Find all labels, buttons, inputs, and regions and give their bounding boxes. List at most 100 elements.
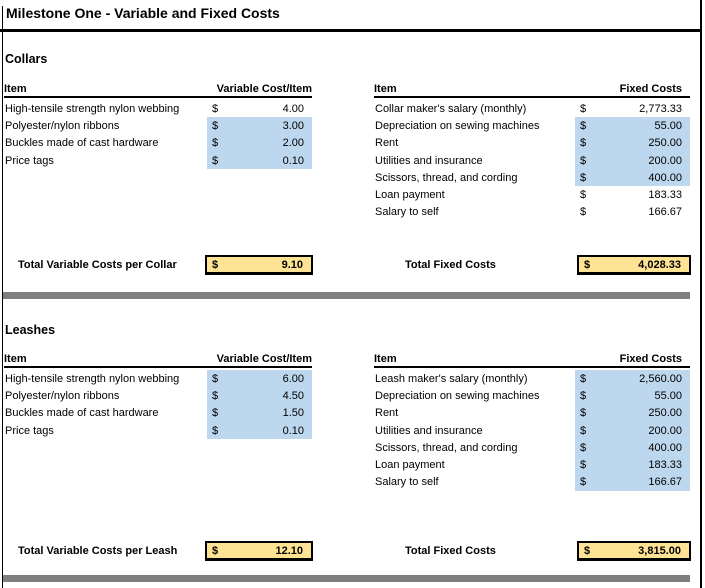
cost-value: 2.00 (282, 137, 304, 150)
currency-symbol: $ (580, 476, 587, 489)
cost-cell[interactable]: $ 400.00 (575, 439, 690, 457)
item-cell: High-tensile strength nylon webbing (5, 102, 180, 115)
cost-value: 6.00 (282, 372, 304, 385)
currency-symbol: $ (580, 407, 587, 420)
collars-total-fixed-value[interactable]: $ 4,028.33 (577, 255, 691, 275)
table-row: Rent $ 250.00 (374, 134, 690, 152)
cost-column-header: Fixed Costs (619, 353, 682, 365)
collars-total-variable-value[interactable]: $ 9.10 (205, 255, 313, 275)
table-header: Item Fixed Costs (374, 349, 690, 368)
cost-value: 166.67 (648, 476, 682, 489)
item-cell: Loan payment (375, 189, 445, 202)
cost-cell[interactable]: $ 183.33 (575, 456, 690, 474)
cost-value: 1.50 (282, 407, 304, 420)
currency-symbol: $ (212, 424, 219, 437)
item-cell: Utilities and insurance (375, 154, 483, 167)
cost-value: 2,773.33 (639, 102, 682, 115)
cost-cell[interactable]: $ 250.00 (575, 404, 690, 422)
item-column-header: Item (374, 83, 397, 95)
leashes-fixed-table: Item Fixed Costs Leash maker's salary (m… (374, 349, 690, 492)
table-row: Price tags $ 0.10 (4, 151, 312, 170)
total-value: 9.10 (281, 258, 303, 271)
table-row: Buckles made of cast hardware $ 1.50 (4, 404, 312, 422)
item-cell: Buckles made of cast hardware (5, 407, 159, 420)
currency-symbol: $ (580, 424, 587, 437)
cost-cell[interactable]: $ 1.50 (207, 404, 312, 422)
cost-value: 400.00 (648, 171, 682, 184)
item-cell: Price tags (5, 154, 54, 167)
cost-cell[interactable]: $ 200.00 (575, 421, 690, 440)
cost-value: 166.67 (648, 206, 682, 219)
cost-cell[interactable]: $ 250.00 (575, 134, 690, 152)
item-cell: Rent (375, 407, 399, 420)
item-cell: Polyester/nylon ribbons (5, 119, 120, 132)
cost-cell[interactable]: $ 4.50 (207, 387, 312, 405)
table-row: Loan payment $ 183.33 (374, 456, 690, 474)
leashes-total-variable-value[interactable]: $ 12.10 (205, 541, 313, 561)
item-cell: Loan payment (375, 459, 445, 472)
cost-value: 183.33 (648, 189, 682, 202)
cost-cell[interactable]: $ 166.67 (575, 204, 690, 221)
currency-symbol: $ (584, 544, 591, 557)
cost-column-header: Variable Cost/Item (216, 353, 312, 365)
cost-cell[interactable]: $ 6.00 (207, 370, 312, 388)
table-rows: High-tensile strength nylon webbing $ 4.… (4, 100, 312, 170)
currency-symbol: $ (580, 137, 587, 150)
cost-cell[interactable]: $ 400.00 (575, 169, 690, 187)
item-cell: Scissors, thread, and cording (375, 171, 518, 184)
table-row: Price tags $ 0.10 (4, 421, 312, 440)
currency-symbol: $ (580, 171, 587, 184)
currency-symbol: $ (212, 258, 219, 271)
currency-symbol: $ (580, 102, 587, 115)
cost-value: 0.10 (282, 154, 304, 167)
cost-column-header: Variable Cost/Item (216, 83, 312, 95)
cost-cell[interactable]: $ 0.10 (207, 151, 312, 170)
cost-cell[interactable]: $ 2.00 (207, 134, 312, 152)
currency-symbol: $ (212, 389, 219, 402)
cost-value: 55.00 (654, 119, 682, 132)
table-row: Collar maker's salary (monthly) $ 2,773.… (374, 100, 690, 117)
table-header: Item Variable Cost/Item (4, 79, 312, 98)
total-value: 4,028.33 (638, 258, 681, 271)
currency-symbol: $ (580, 372, 587, 385)
cost-cell[interactable]: $ 2,773.33 (575, 100, 690, 117)
cost-value: 183.33 (648, 459, 682, 472)
item-cell: Scissors, thread, and cording (375, 441, 518, 454)
page-title: Milestone One - Variable and Fixed Costs (6, 5, 280, 21)
currency-symbol: $ (212, 119, 219, 132)
item-cell: Polyester/nylon ribbons (5, 389, 120, 402)
table-row: Salary to self $ 166.67 (374, 473, 690, 492)
collars-fixed-table: Item Fixed Costs Collar maker's salary (… (374, 79, 690, 221)
cost-cell[interactable]: $ 166.67 (575, 473, 690, 492)
table-row: Buckles made of cast hardware $ 2.00 (4, 134, 312, 152)
currency-symbol: $ (580, 206, 587, 219)
currency-symbol: $ (212, 544, 219, 557)
table-row: Scissors, thread, and cording $ 400.00 (374, 169, 690, 187)
item-cell: High-tensile strength nylon webbing (5, 372, 180, 385)
currency-symbol: $ (212, 102, 219, 115)
item-cell: Depreciation on sewing machines (375, 389, 540, 402)
leashes-total-fixed-label: Total Fixed Costs (405, 545, 496, 557)
collars-variable-table: Item Variable Cost/Item High-tensile str… (4, 79, 312, 170)
cost-value: 250.00 (648, 137, 682, 150)
item-cell: Price tags (5, 424, 54, 437)
table-rows: Collar maker's salary (monthly) $ 2,773.… (374, 100, 690, 221)
currency-symbol: $ (212, 407, 219, 420)
leashes-total-fixed-value[interactable]: $ 3,815.00 (577, 541, 691, 561)
cost-cell[interactable]: $ 55.00 (575, 387, 690, 405)
cost-value: 4.00 (282, 102, 304, 115)
currency-symbol: $ (580, 189, 587, 202)
cost-cell[interactable]: $ 2,560.00 (575, 370, 690, 388)
table-rows: High-tensile strength nylon webbing $ 6.… (4, 370, 312, 440)
cost-cell[interactable]: $ 200.00 (575, 151, 690, 170)
table-rows: Leash maker's salary (monthly) $ 2,560.0… (374, 370, 690, 492)
cost-cell[interactable]: $ 183.33 (575, 186, 690, 203)
cost-cell[interactable]: $ 55.00 (575, 117, 690, 135)
cost-cell[interactable]: $ 3.00 (207, 117, 312, 135)
cost-cell[interactable]: $ 4.00 (207, 100, 312, 117)
table-header: Item Variable Cost/Item (4, 349, 312, 368)
cost-value: 55.00 (654, 389, 682, 402)
cost-cell[interactable]: $ 0.10 (207, 421, 312, 440)
table-row: Rent $ 250.00 (374, 404, 690, 422)
table-row: Leash maker's salary (monthly) $ 2,560.0… (374, 370, 690, 388)
